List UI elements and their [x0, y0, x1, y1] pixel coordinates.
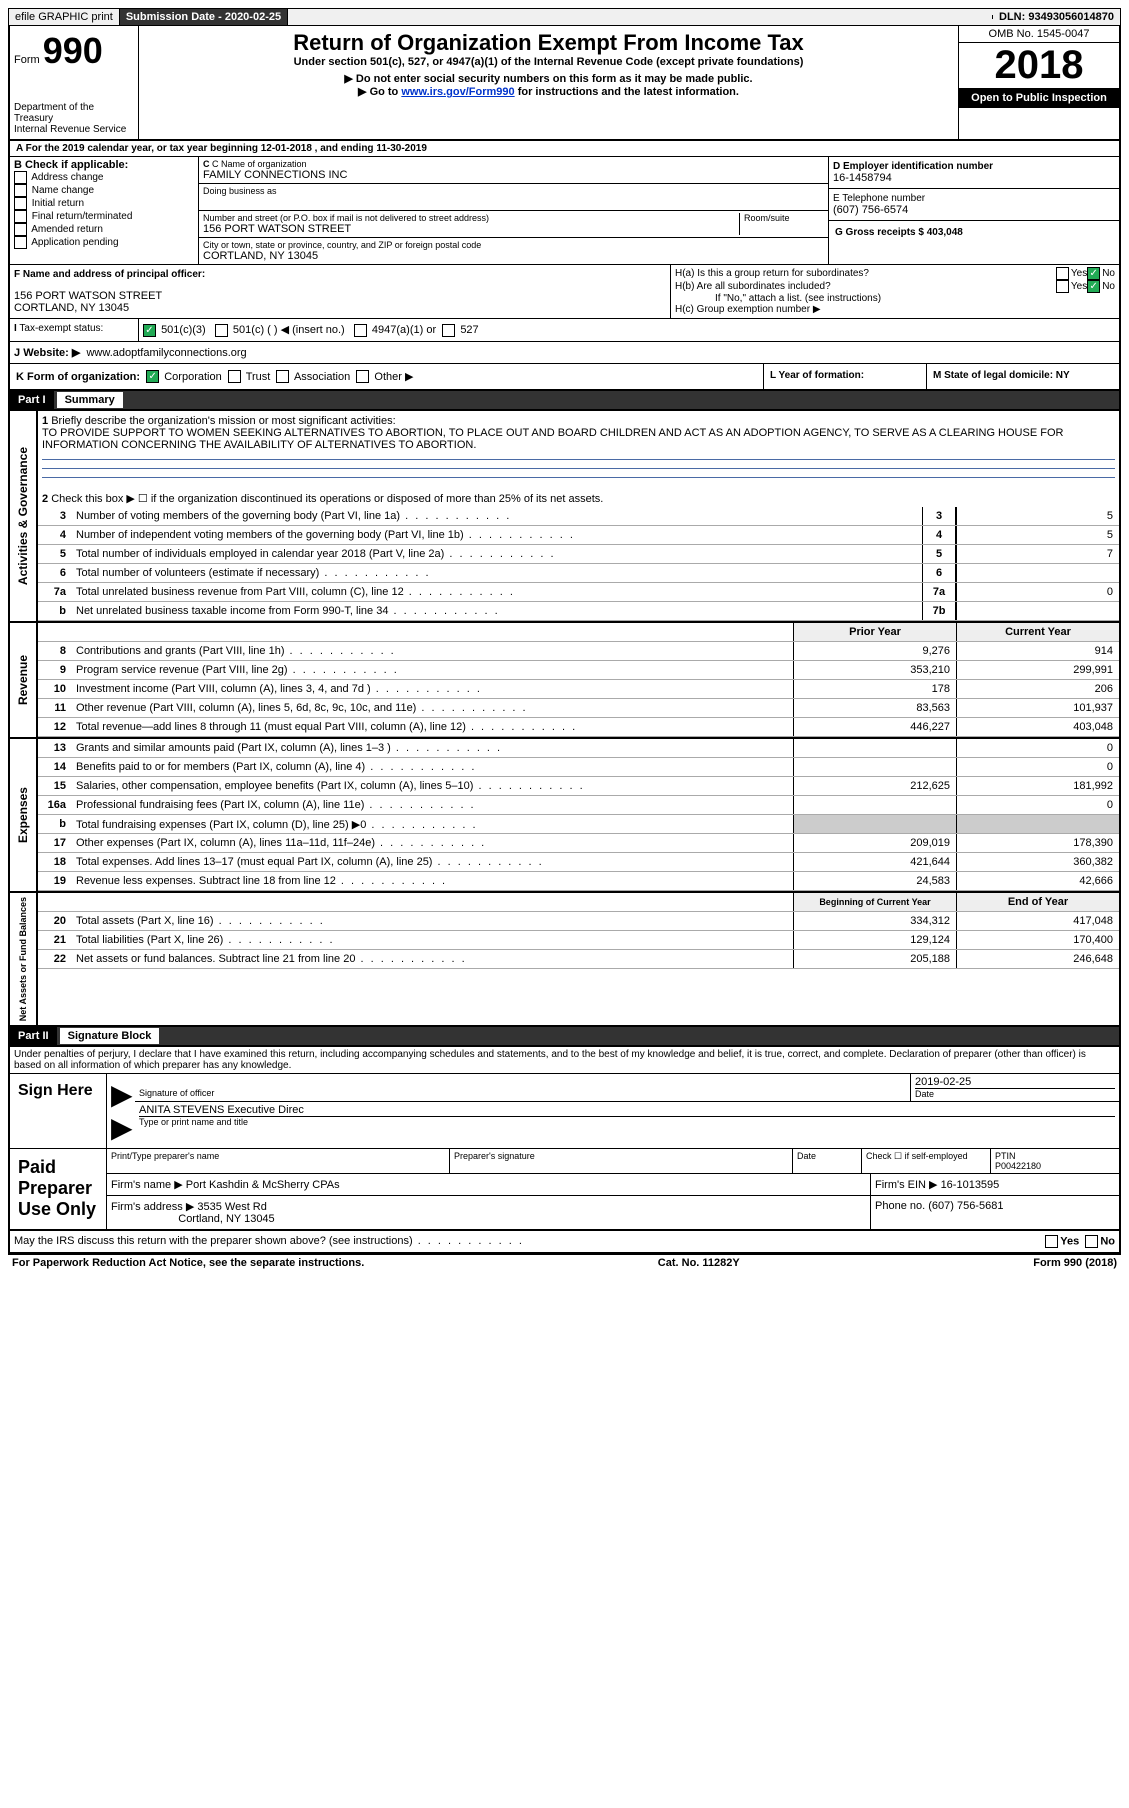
tax-year: 2018: [959, 43, 1119, 88]
submission-date: Submission Date - 2020-02-25: [120, 9, 288, 25]
hb-no-checkbox[interactable]: ✓: [1087, 280, 1100, 293]
hb-yes-checkbox[interactable]: [1056, 280, 1069, 293]
summary-line: 22Net assets or fund balances. Subtract …: [38, 950, 1119, 969]
firm-phone: (607) 756-5681: [928, 1200, 1003, 1212]
open-public: Open to Public Inspection: [959, 88, 1119, 108]
line-a: A For the 2019 calendar year, or tax yea…: [8, 141, 1121, 157]
officer-block: F Name and address of principal officer:…: [8, 265, 1121, 319]
b-option[interactable]: Name change: [14, 184, 194, 197]
ein: 16-1458794: [833, 172, 1115, 184]
b-option[interactable]: Address change: [14, 171, 194, 184]
irs-label: Internal Revenue Service: [14, 124, 134, 135]
org-city: CORTLAND, NY 13045: [203, 250, 824, 262]
dln: DLN: 93493056014870: [993, 9, 1120, 25]
discuss-question: May the IRS discuss this return with the…: [14, 1235, 524, 1248]
subtitle-1: Under section 501(c), 527, or 4947(a)(1)…: [143, 56, 954, 68]
top-bar: efile GRAPHIC print Submission Date - 20…: [8, 8, 1121, 26]
form-header: Form 990 Department of the Treasury Inte…: [8, 26, 1121, 141]
h-c: H(c) Group exemption number ▶: [675, 304, 1115, 315]
main-title: Return of Organization Exempt From Incom…: [143, 30, 954, 56]
summary-line: 21Total liabilities (Part X, line 26)129…: [38, 931, 1119, 950]
footer: For Paperwork Reduction Act Notice, see …: [8, 1254, 1121, 1271]
activities-label: Activities & Governance: [14, 443, 32, 589]
website: www.adoptfamilyconnections.org: [86, 347, 246, 359]
summary-line: 16aProfessional fundraising fees (Part I…: [38, 796, 1119, 815]
b-option[interactable]: Amended return: [14, 223, 194, 236]
summary-line: 9Program service revenue (Part VIII, lin…: [38, 661, 1119, 680]
ha-no-checkbox[interactable]: ✓: [1087, 267, 1100, 280]
summary-line: 14Benefits paid to or for members (Part …: [38, 758, 1119, 777]
efile-label: efile GRAPHIC print: [9, 9, 120, 25]
sign-here: Sign Here: [10, 1074, 107, 1148]
entity-block: B Check if applicable: Address change Na…: [8, 157, 1121, 265]
part-1-header: Part I Summary: [8, 391, 1121, 411]
org-address: 156 PORT WATSON STREET: [203, 223, 739, 235]
state-domicile: M State of legal domicile: NY: [933, 370, 1070, 381]
mission-text: TO PROVIDE SUPPORT TO WOMEN SEEKING ALTE…: [42, 427, 1063, 451]
summary-line: 12Total revenue—add lines 8 through 11 (…: [38, 718, 1119, 737]
summary-line: 18Total expenses. Add lines 13–17 (must …: [38, 853, 1119, 872]
summary-line: 3Number of voting members of the governi…: [38, 507, 1119, 526]
summary-line: 13Grants and similar amounts paid (Part …: [38, 739, 1119, 758]
instructions-link[interactable]: www.irs.gov/Form990: [401, 86, 514, 98]
summary-line: bTotal fundraising expenses (Part IX, co…: [38, 815, 1119, 834]
form-label: Form: [14, 54, 40, 66]
form-number: 990: [43, 30, 103, 71]
discuss-no[interactable]: [1085, 1235, 1098, 1248]
summary-line: 11Other revenue (Part VIII, column (A), …: [38, 699, 1119, 718]
summary-line: 6Total number of volunteers (estimate if…: [38, 564, 1119, 583]
summary-line: 20Total assets (Part X, line 16)334,3124…: [38, 912, 1119, 931]
discuss-yes[interactable]: [1045, 1235, 1058, 1248]
sig-date: 2019-02-25: [915, 1076, 1115, 1088]
b-label: B Check if applicable:: [14, 159, 194, 171]
part-2-header: Part II Signature Block: [8, 1027, 1121, 1047]
net-assets-label: Net Assets or Fund Balances: [16, 893, 30, 1025]
summary-line: 15Salaries, other compensation, employee…: [38, 777, 1119, 796]
corp-checkbox[interactable]: ✓: [146, 370, 159, 383]
b-option[interactable]: Final return/terminated: [14, 210, 194, 223]
subtitle-2: ▶ Do not enter social security numbers o…: [143, 72, 954, 85]
summary-line: bNet unrelated business taxable income f…: [38, 602, 1119, 621]
declaration: Under penalties of perjury, I declare th…: [8, 1047, 1121, 1073]
summary-line: 17Other expenses (Part IX, column (A), l…: [38, 834, 1119, 853]
paid-preparer: Paid Preparer Use Only: [10, 1149, 107, 1229]
omb-number: OMB No. 1545-0047: [959, 26, 1119, 43]
year-formation: L Year of formation:: [770, 370, 864, 381]
summary-line: 4Number of independent voting members of…: [38, 526, 1119, 545]
officer-addr1: 156 PORT WATSON STREET: [14, 290, 666, 302]
summary-line: 5Total number of individuals employed in…: [38, 545, 1119, 564]
revenue-label: Revenue: [14, 651, 32, 709]
summary-line: 8Contributions and grants (Part VIII, li…: [38, 642, 1119, 661]
h-a: H(a) Is this a group return for subordin…: [675, 268, 1056, 279]
ha-yes-checkbox[interactable]: [1056, 267, 1069, 280]
501c3-checkbox[interactable]: ✓: [143, 324, 156, 337]
b-option[interactable]: Initial return: [14, 197, 194, 210]
summary-line: 7aTotal unrelated business revenue from …: [38, 583, 1119, 602]
ptin: P00422180: [995, 1161, 1041, 1171]
firm-name: Port Kashdin & McSherry CPAs: [186, 1179, 340, 1191]
b-options: Address change Name change Initial retur…: [14, 171, 194, 249]
org-name: FAMILY CONNECTIONS INC: [203, 169, 824, 181]
officer-addr2: CORTLAND, NY 13045: [14, 302, 666, 314]
gross-receipts: G Gross receipts $ 403,048: [829, 221, 1119, 244]
expenses-label: Expenses: [14, 783, 32, 847]
firm-addr: 3535 West Rd: [197, 1201, 267, 1213]
firm-ein: 16-1013595: [941, 1179, 1000, 1191]
summary-line: 19Revenue less expenses. Subtract line 1…: [38, 872, 1119, 891]
h-b: H(b) Are all subordinates included?: [675, 281, 1056, 292]
dept-label: Department of the Treasury: [14, 102, 134, 124]
officer-name: ANITA STEVENS Executive Direc: [139, 1104, 1115, 1117]
b-option[interactable]: Application pending: [14, 236, 194, 249]
summary-line: 10Investment income (Part VIII, column (…: [38, 680, 1119, 699]
telephone: (607) 756-6574: [833, 204, 1115, 216]
